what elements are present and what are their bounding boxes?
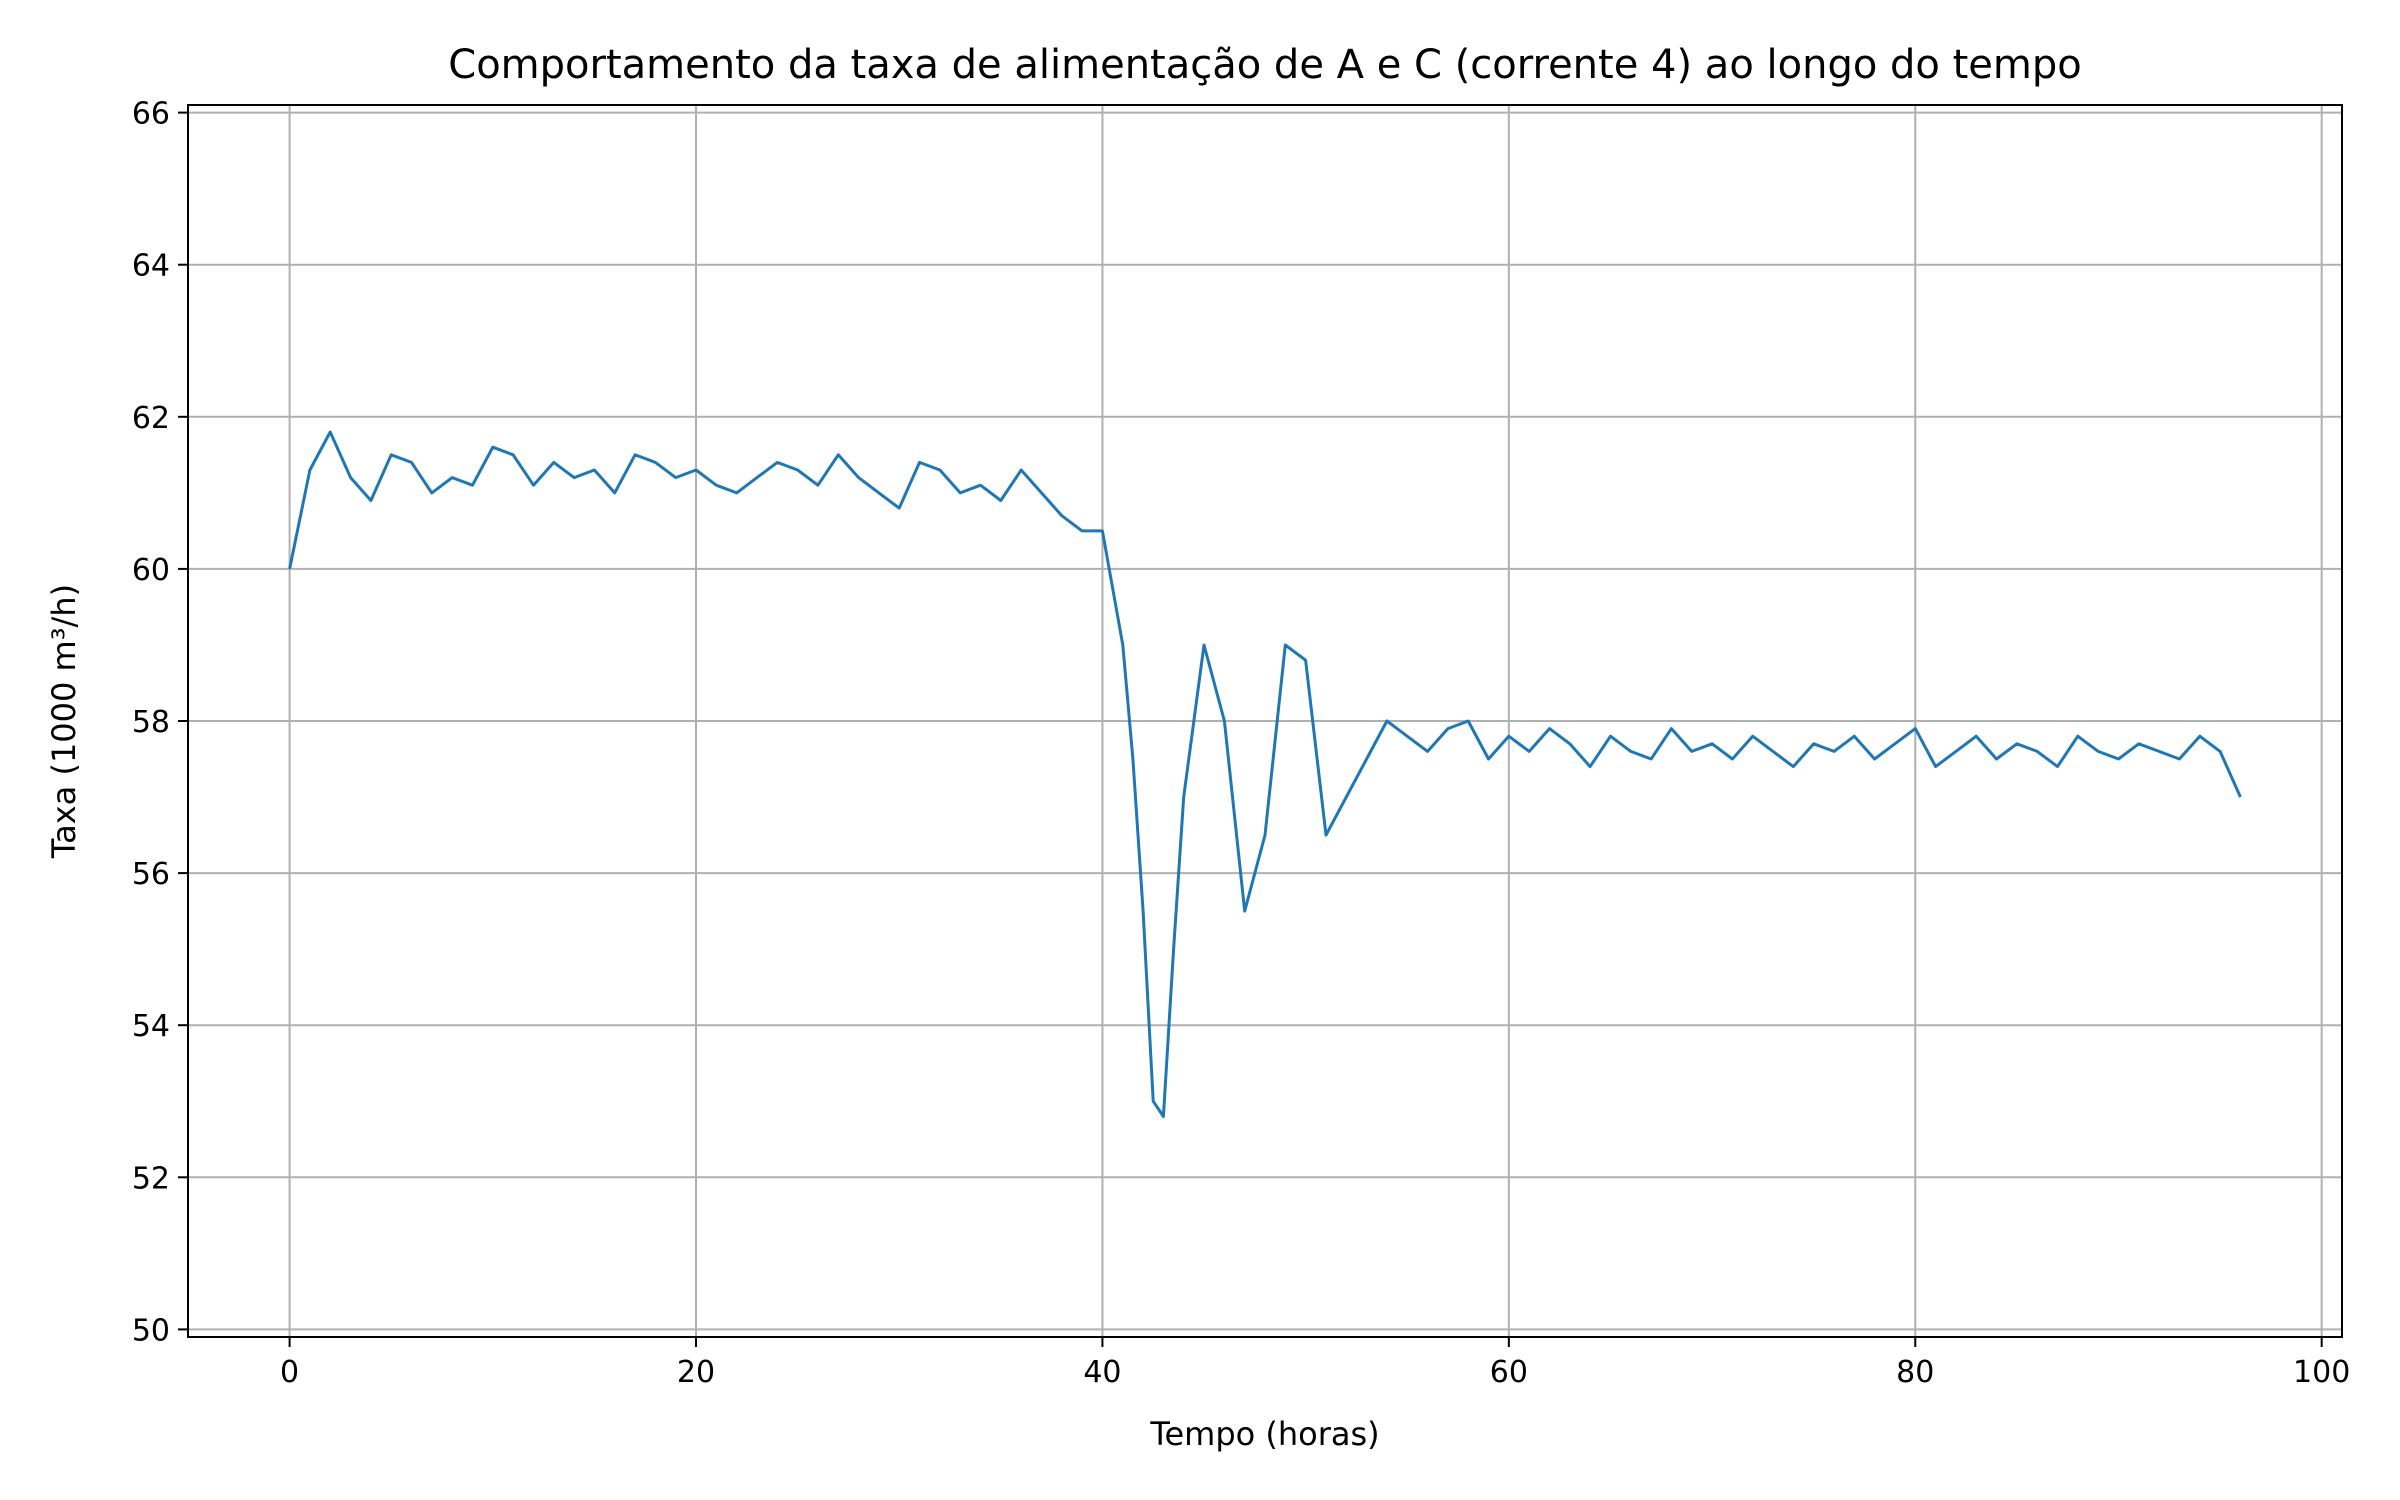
x-tick-label: 40	[1083, 1355, 1121, 1390]
x-tick-label: 100	[2293, 1355, 2350, 1390]
axis-ticks: 0 20 40 60 80 100 50 52 54 56 58 60 62 64 66	[132, 97, 2350, 1390]
y-tick-label: 62	[132, 401, 170, 436]
y-tick-label: 58	[132, 705, 170, 740]
y-tick-label: 52	[132, 1161, 170, 1196]
y-tick-label: 56	[132, 857, 170, 892]
x-tick-label: 0	[280, 1355, 299, 1390]
series-line-0	[288, 430, 2242, 1118]
x-tick-label: 80	[1896, 1355, 1934, 1390]
y-tick-label: 64	[132, 249, 170, 284]
y-tick-label: 60	[132, 553, 170, 588]
grid-lines	[188, 105, 2342, 1337]
y-axis-label: Taxa (1000 m³/h)	[45, 584, 83, 859]
chart-title: Comportamento da taxa de alimentação de …	[448, 42, 2081, 88]
x-tick-label: 60	[1490, 1355, 1528, 1390]
y-tick-label: 50	[132, 1313, 170, 1348]
data-line-layer	[288, 430, 2242, 1118]
y-tick-label: 54	[132, 1009, 170, 1044]
x-tick-label: 20	[677, 1355, 715, 1390]
x-axis-label: Tempo (horas)	[1149, 1415, 1379, 1453]
y-tick-label: 66	[132, 97, 170, 132]
